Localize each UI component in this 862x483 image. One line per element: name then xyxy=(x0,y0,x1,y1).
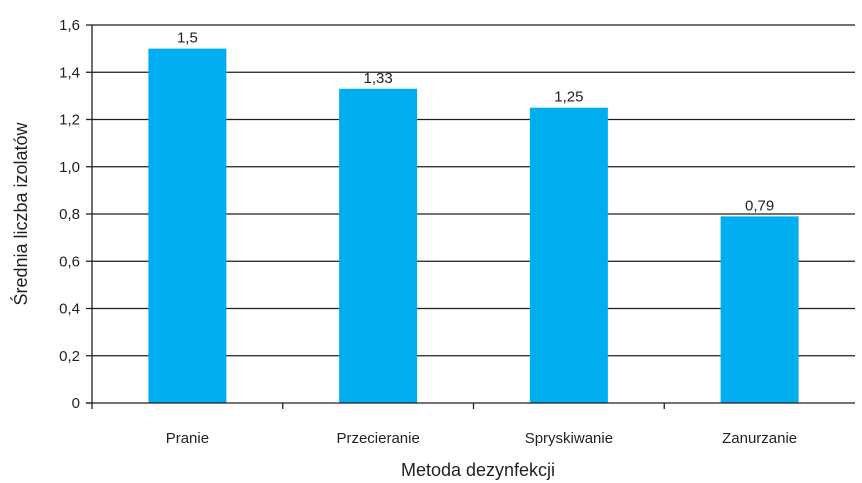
y-tick-label: 1,2 xyxy=(59,112,80,129)
y-tick-label: 0 xyxy=(72,395,80,412)
y-tick-label: 0,6 xyxy=(59,253,80,270)
y-tick-label: 0,2 xyxy=(59,348,80,365)
data-label: 1,5 xyxy=(177,30,198,47)
x-axis-title: Metoda dezynfekcji xyxy=(401,460,555,480)
y-tick-label: 1,4 xyxy=(59,64,80,81)
bar-przecieranie xyxy=(339,88,418,403)
data-label: 1,25 xyxy=(554,89,583,106)
axes xyxy=(86,24,855,409)
bars xyxy=(148,48,799,403)
x-tick-label: Przecieranie xyxy=(336,430,419,447)
y-tick-label: 0,4 xyxy=(59,301,80,318)
data-label: 0,79 xyxy=(745,197,774,214)
y-tick-label: 1,6 xyxy=(59,17,80,34)
bar-zanurzanie xyxy=(720,216,799,403)
bar-pranie xyxy=(148,48,227,403)
x-tick-label: Zanurzanie xyxy=(722,430,797,447)
x-tick-label: Spryskiwanie xyxy=(525,430,613,447)
y-tick-label: 0,8 xyxy=(59,206,80,223)
labels: 0 0,2 0,4 0,6 0,8 1,0 1,2 1,4 1,6 1,5 Pranie 1,33 Pr… xyxy=(59,17,797,447)
data-label: 1,33 xyxy=(364,70,393,87)
y-tick-label: 1,0 xyxy=(59,159,80,176)
x-tick-label: Pranie xyxy=(166,430,209,447)
bar-spryskiwanie xyxy=(529,107,608,403)
y-axis-title: Średnia liczba izolatów xyxy=(10,121,31,305)
